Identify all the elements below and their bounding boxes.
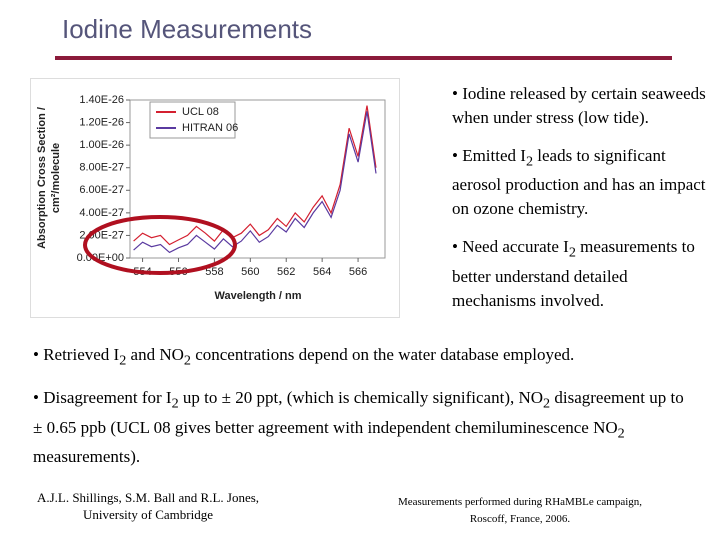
citation-right: Measurements performed during RHaMBLe ca… <box>397 496 643 525</box>
subscript: 2 <box>543 395 551 412</box>
citation-left: A.J.L. Shillings, S.M. Ball and R.L. Jon… <box>36 490 260 522</box>
x-tick-label: 566 <box>349 266 367 278</box>
subscript: 2 <box>568 244 576 261</box>
legend-label: HITRAN 06 <box>182 122 238 134</box>
bullet: • Disagreement for I2 up to ± 20 ppt, (w… <box>33 386 693 469</box>
chart: Absorption Cross Section / cm²/molecule … <box>30 78 400 318</box>
x-tick-label: 564 <box>313 266 331 278</box>
text-run: • Retrieved I <box>33 345 120 364</box>
highlight-ellipse <box>83 215 237 275</box>
x-tick-label: 560 <box>241 266 259 278</box>
y-tick-label: 4.00E-27 <box>79 207 124 219</box>
bullet: • Iodine released by certain seaweeds wh… <box>452 82 714 130</box>
series-line <box>133 105 377 246</box>
text-run: up to ± 20 ppt, (which is chemically sig… <box>178 388 544 408</box>
bottom-text: • Retrieved I2 and NO2 concentrations de… <box>33 343 693 483</box>
text-run: • Need accurate I <box>452 237 569 257</box>
subscript: 2 <box>617 425 625 442</box>
text-run: • Emitted I <box>452 146 526 165</box>
text-run: disagreement up to ± 0.65 ppb (UCL 08 gi… <box>33 388 684 437</box>
x-axis-label: Wavelength / nm <box>215 290 302 302</box>
x-tick-label: 562 <box>277 266 295 278</box>
subscript: 2 <box>525 153 534 170</box>
subscript: 2 <box>171 395 179 412</box>
text-run: concentrations depend on the water datab… <box>190 345 575 364</box>
title-rule <box>55 56 672 60</box>
text-run: leads to significant aerosol production … <box>452 146 706 219</box>
bullet: • Retrieved I2 and NO2 concentrations de… <box>33 343 693 372</box>
plot-area <box>129 99 386 259</box>
y-tick-label: 1.00E-26 <box>79 139 124 151</box>
y-tick-label: 8.00E-27 <box>79 162 124 174</box>
y-axis-label: Absorption Cross Section / <box>36 107 48 249</box>
right-text: • Iodine released by certain seaweeds wh… <box>452 82 714 327</box>
legend-box <box>149 101 236 139</box>
bullet: • Emitted I2 leads to significant aeroso… <box>452 144 714 221</box>
subscript: 2 <box>183 352 191 369</box>
y-tick-label: 6.00E-27 <box>79 184 124 196</box>
bullet: • Need accurate I2 measurements to bette… <box>452 235 714 312</box>
text-run: and NO <box>126 345 184 364</box>
text-run: measurements to better understand detail… <box>452 237 695 310</box>
y-tick-label: 1.20E-26 <box>79 116 124 128</box>
text-run: • Disagreement for I <box>33 388 172 408</box>
y-axis-label: cm²/molecule <box>50 143 62 213</box>
text-run: measurements). <box>33 447 141 467</box>
y-tick-label: 1.40E-26 <box>79 94 124 106</box>
text-run: • Iodine released by certain seaweeds wh… <box>452 84 706 127</box>
x-tick-label: 558 <box>205 266 223 278</box>
plot: 0.00E+002.00E-274.00E-276.00E-278.00E-27… <box>77 94 377 278</box>
legend-label: UCL 08 <box>182 106 219 118</box>
slide-title: Iodine Measurements <box>62 14 313 44</box>
subscript: 2 <box>119 352 127 369</box>
series-line <box>133 111 377 254</box>
